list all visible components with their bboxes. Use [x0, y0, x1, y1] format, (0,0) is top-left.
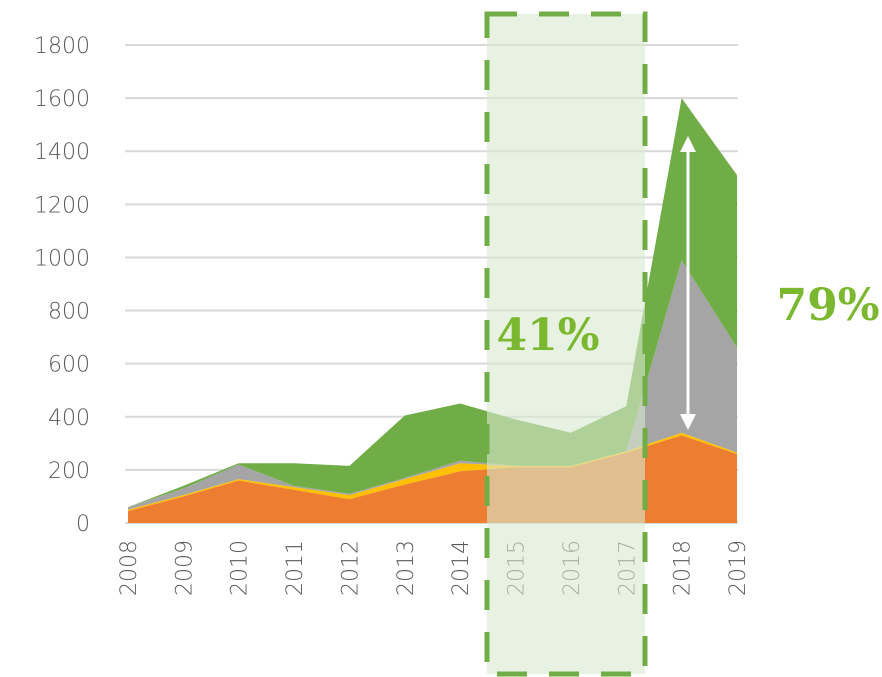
arrow: [680, 136, 696, 430]
x-tick-label: 2013: [394, 540, 419, 596]
x-tick-label: 2019: [726, 540, 751, 596]
area: [128, 432, 737, 512]
labels: 0 200 400 600 800 1000 1200 1400 1600 1800 2008 200…: [34, 34, 751, 596]
y-tick-label: 1400: [34, 140, 90, 165]
x-tick-label: 2018: [671, 540, 696, 596]
area: [128, 260, 737, 510]
y-tick-label: 800: [48, 300, 90, 325]
y-tick-label: 200: [48, 459, 90, 484]
y-tick-label: 1000: [34, 246, 90, 271]
annotation: 79%: [776, 280, 879, 331]
x-tick-label: 2012: [338, 540, 363, 596]
y-tick-label: 400: [48, 406, 90, 431]
highlight-box: [484, 11, 648, 677]
y-tick-label: 1600: [34, 87, 90, 112]
x-tick-label: 2008: [117, 540, 142, 596]
x-tick-label: 2011: [283, 540, 308, 596]
area: [128, 98, 737, 508]
y-tick-label: 0: [76, 512, 90, 537]
x-tick-label: 2014: [449, 540, 474, 596]
annotation: 41%: [496, 310, 599, 361]
y-tick-label: 600: [48, 353, 90, 378]
y-tick-label: 1200: [34, 193, 90, 218]
y-tick-label: 1800: [34, 34, 90, 59]
x-tick-label: 2009: [172, 540, 197, 596]
x-tick-label: 2010: [228, 540, 253, 596]
